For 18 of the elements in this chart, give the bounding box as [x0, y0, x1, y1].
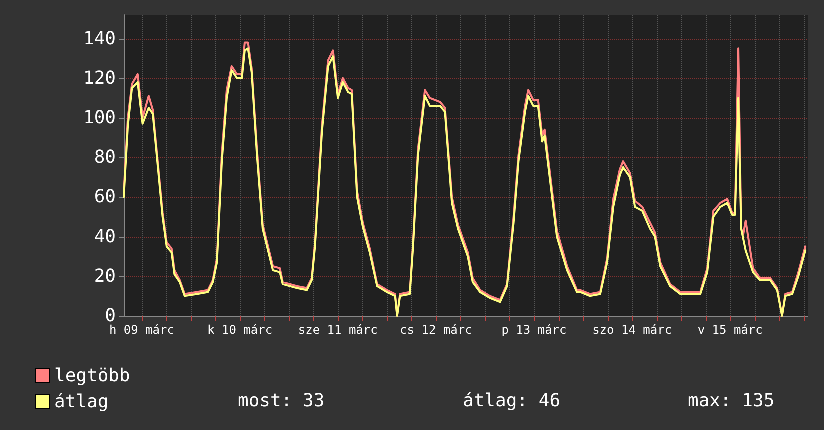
text: most: 33 [238, 390, 325, 412]
x-tick-label: p 13 márc [502, 323, 567, 337]
x-tick-label: k 10 márc [208, 323, 273, 337]
y-tick-label: 20 [94, 266, 116, 287]
y-tick-label: 140 [83, 28, 116, 50]
x-tick-label: szo 14 márc [592, 323, 672, 337]
x-tick-label: sze 11 márc [298, 323, 378, 337]
legend-label: átlag [54, 392, 109, 412]
legend-label: legtöbb [54, 366, 130, 386]
text: max: 135 [688, 390, 775, 412]
y-tick-label: 120 [83, 68, 116, 89]
text: átlag: 46 [463, 390, 561, 412]
y-tick-label: 60 [94, 186, 116, 208]
y-tick-label: 40 [94, 226, 116, 248]
y-tick-label: 100 [83, 107, 116, 128]
y-tick-label: 80 [94, 147, 116, 168]
x-tick-label: v 15 márc [698, 323, 763, 337]
x-tick-label: cs 12 márc [400, 323, 472, 337]
